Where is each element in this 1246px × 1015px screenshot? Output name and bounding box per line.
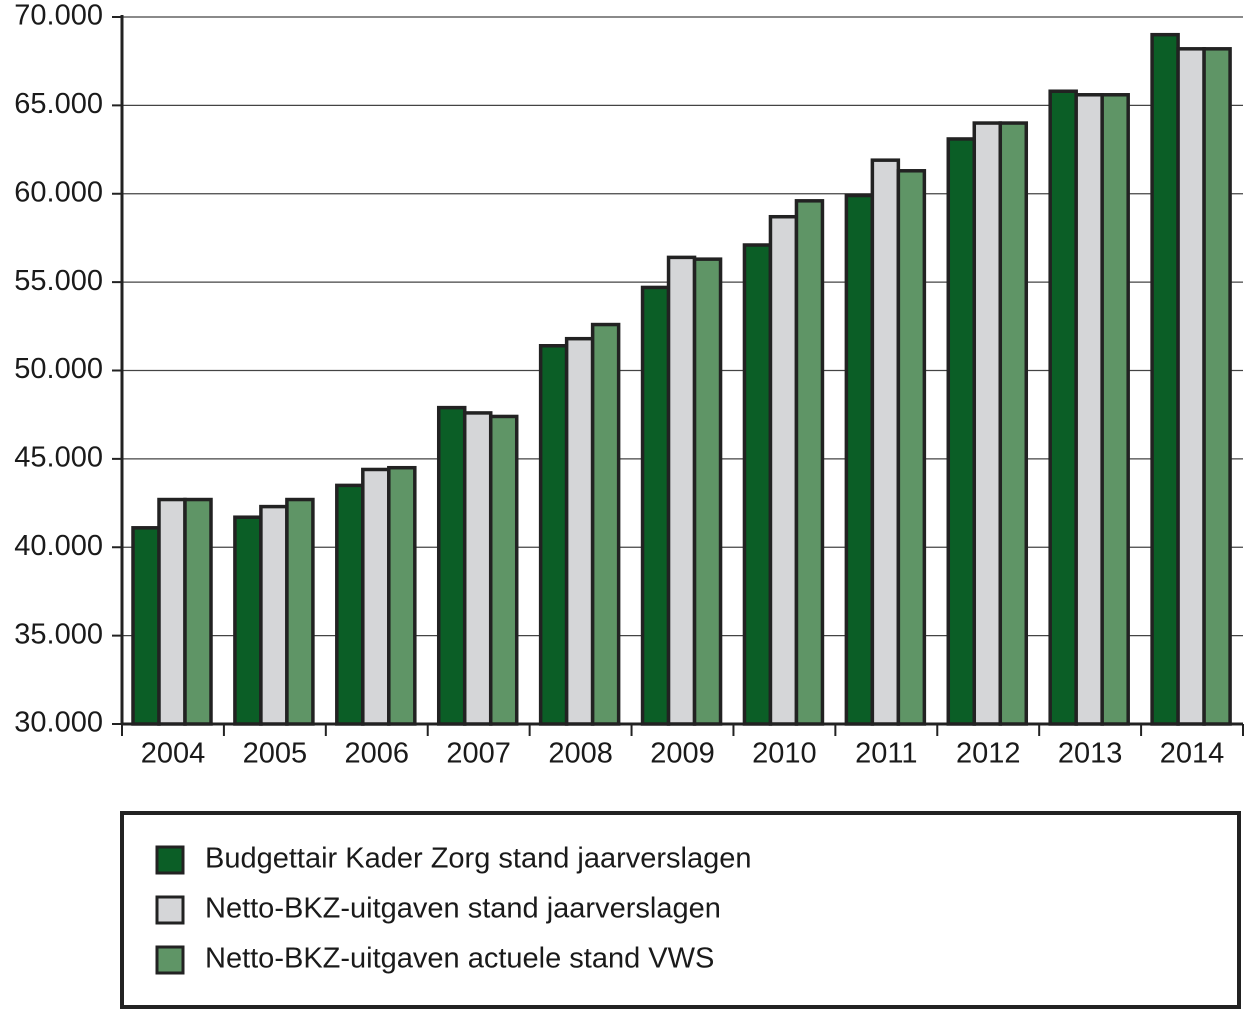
bar	[640, 285, 671, 726]
x-tick-label: 2011	[855, 738, 917, 770]
x-tick-label: 2010	[752, 738, 817, 770]
bar	[361, 467, 391, 726]
y-tick-label: 40.000	[14, 530, 103, 562]
bar	[157, 497, 187, 726]
y-tick-label: 35.000	[14, 618, 103, 650]
legend-swatch	[155, 945, 185, 975]
bar	[387, 465, 417, 726]
x-tick-label: 2005	[243, 738, 308, 770]
legend-swatch	[155, 845, 185, 875]
bar	[768, 214, 799, 726]
bar	[870, 158, 901, 726]
bar	[183, 497, 213, 726]
legend-label: Budgettair Kader Zorg stand jaarverslage…	[205, 843, 751, 875]
y-tick-label: 70.000	[14, 0, 103, 32]
legend-label: Netto-BKZ-uitgaven actuele stand VWS	[205, 943, 714, 975]
bar	[692, 257, 723, 726]
x-tick-label: 2007	[446, 738, 511, 770]
legend-box	[120, 811, 1241, 1009]
x-tick-label: 2014	[1160, 738, 1225, 770]
y-tick-label: 60.000	[14, 176, 103, 208]
bar	[1100, 93, 1130, 726]
bar	[462, 411, 493, 726]
bar	[131, 526, 161, 726]
bar	[1202, 47, 1232, 726]
bar	[538, 344, 569, 726]
bar	[972, 121, 1003, 726]
x-tick-label: 2013	[1058, 738, 1123, 770]
bar	[488, 414, 519, 726]
legend-label: Netto-BKZ-uitgaven stand jaarverslagen	[205, 893, 721, 925]
bar	[1048, 89, 1078, 726]
y-tick-label: 45.000	[14, 442, 103, 474]
bar	[233, 515, 263, 726]
bar	[844, 193, 875, 726]
x-tick-label: 2012	[956, 738, 1021, 770]
bar	[285, 497, 315, 726]
x-tick-label: 2008	[548, 738, 613, 770]
bar	[335, 483, 365, 726]
y-tick-label: 50.000	[14, 353, 103, 385]
bar	[259, 504, 289, 726]
x-tick-label: 2004	[141, 738, 206, 770]
bar	[666, 255, 697, 726]
bar	[436, 405, 467, 726]
bar	[946, 137, 977, 726]
bar	[794, 199, 825, 726]
bar	[590, 322, 621, 726]
bar	[1074, 93, 1104, 726]
legend-swatch	[155, 895, 185, 925]
bar	[1150, 32, 1180, 726]
y-tick-label: 30.000	[14, 707, 103, 739]
x-tick-label: 2009	[650, 738, 715, 770]
bar	[896, 169, 927, 726]
bar	[998, 121, 1029, 726]
x-tick-label: 2006	[345, 738, 410, 770]
bar	[742, 243, 773, 726]
bar	[564, 336, 595, 726]
y-tick-label: 55.000	[14, 265, 103, 297]
bar	[1176, 47, 1206, 726]
y-tick-label: 65.000	[14, 88, 103, 120]
